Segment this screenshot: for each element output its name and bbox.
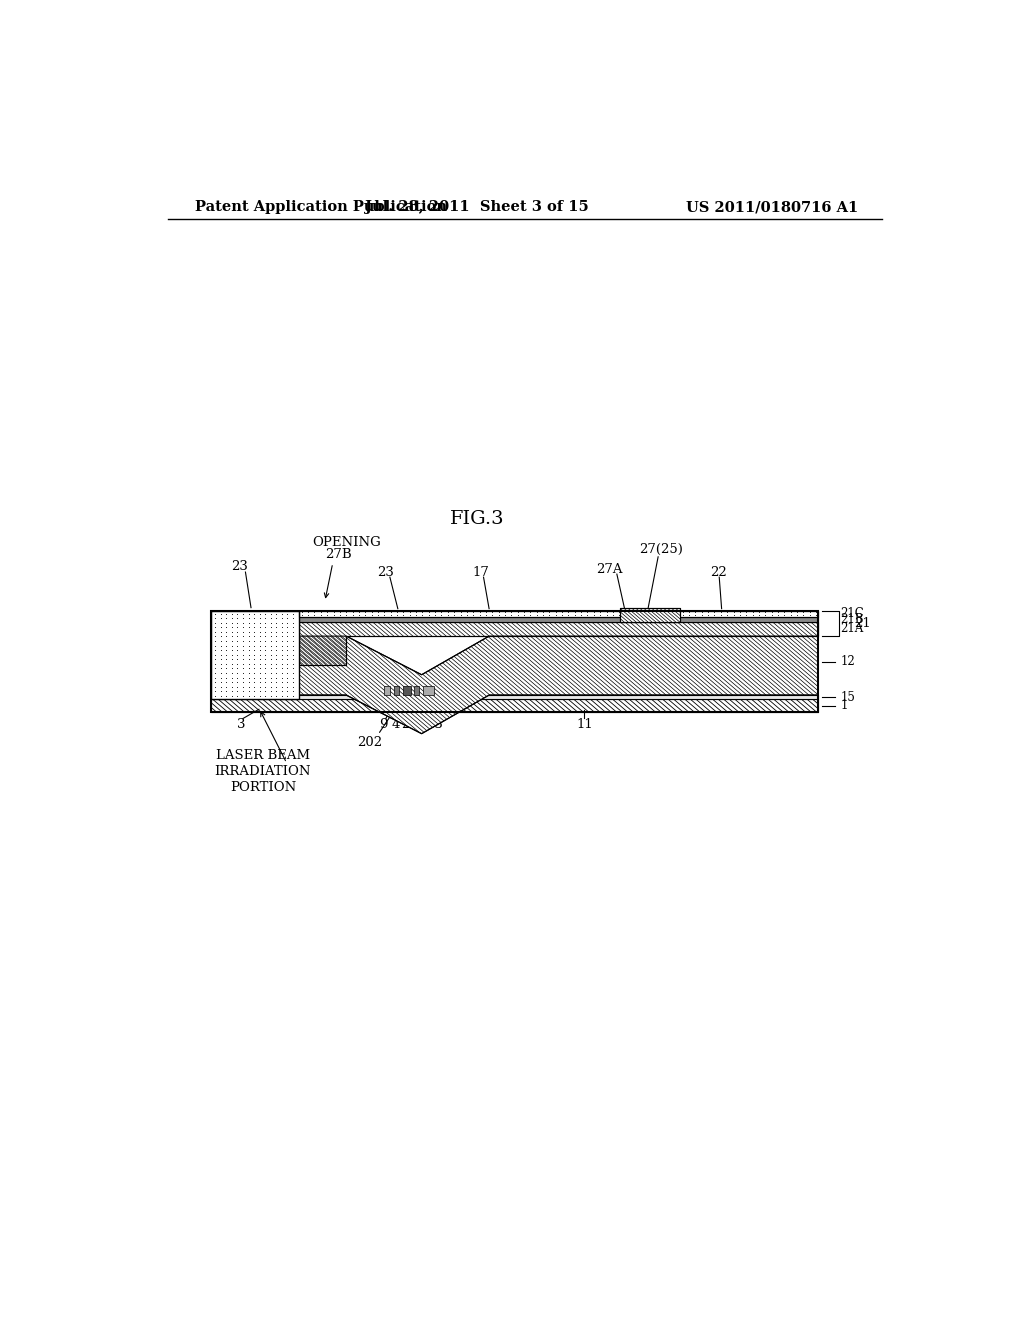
Bar: [423, 686, 433, 696]
Text: 27B: 27B: [325, 548, 351, 561]
Bar: [211, 611, 818, 713]
Text: 202: 202: [357, 737, 383, 750]
Text: Patent Application Publication: Patent Application Publication: [196, 201, 447, 214]
Text: 22: 22: [710, 565, 727, 578]
Polygon shape: [211, 696, 818, 700]
Text: 4: 4: [391, 718, 399, 731]
Text: 3: 3: [238, 718, 246, 731]
Text: LASER BEAM: LASER BEAM: [216, 748, 310, 762]
Bar: [394, 686, 399, 696]
Text: OPENING: OPENING: [312, 536, 381, 549]
Text: 21A: 21A: [841, 623, 864, 635]
Text: 21: 21: [854, 616, 870, 630]
Text: PORTION: PORTION: [229, 781, 296, 795]
Bar: [403, 686, 411, 696]
Text: 17: 17: [473, 565, 489, 578]
Text: 11: 11: [575, 718, 593, 731]
Text: 13: 13: [427, 718, 443, 731]
Polygon shape: [211, 636, 818, 734]
Text: 23: 23: [378, 565, 394, 578]
Bar: [414, 686, 419, 696]
Text: Jul. 28, 2011  Sheet 3 of 15: Jul. 28, 2011 Sheet 3 of 15: [366, 201, 589, 214]
Text: 1: 1: [841, 700, 848, 713]
Polygon shape: [299, 622, 818, 664]
Text: FIG.3: FIG.3: [450, 511, 505, 528]
Polygon shape: [620, 607, 680, 622]
Text: 27(25): 27(25): [639, 544, 683, 556]
Text: 2: 2: [401, 718, 410, 731]
Text: 23: 23: [230, 561, 248, 573]
Text: 8: 8: [412, 718, 420, 731]
Polygon shape: [211, 611, 299, 700]
Polygon shape: [299, 611, 818, 616]
Text: US 2011/0180716 A1: US 2011/0180716 A1: [686, 201, 858, 214]
Text: IRRADIATION: IRRADIATION: [215, 764, 311, 777]
Bar: [384, 686, 390, 696]
Text: 15: 15: [841, 690, 855, 704]
Polygon shape: [299, 616, 818, 622]
Text: 12: 12: [841, 655, 855, 668]
Text: 21B: 21B: [841, 612, 864, 626]
Polygon shape: [211, 700, 818, 713]
Text: 9: 9: [379, 718, 388, 731]
Text: 27A: 27A: [596, 562, 623, 576]
Text: 21C: 21C: [841, 607, 864, 620]
